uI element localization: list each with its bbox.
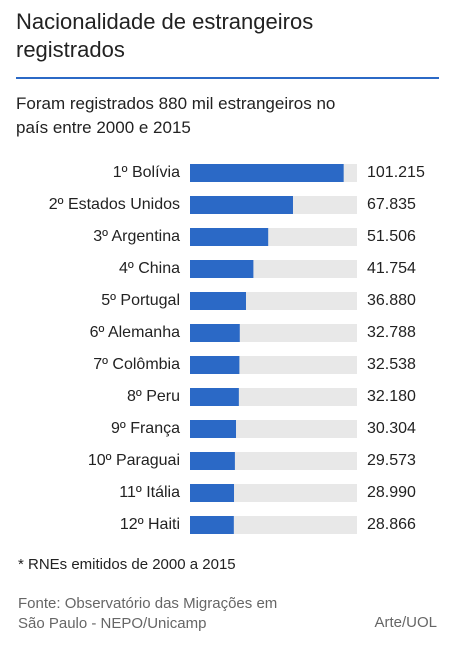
bar: [190, 484, 235, 502]
source: Fonte: Observatório das Migrações em São…: [18, 595, 278, 632]
value-label: 30.304: [367, 420, 416, 437]
bar: [190, 516, 234, 534]
note: * RNEs emitidos de 2000 a 2015: [18, 556, 236, 573]
value-label: 28.990: [367, 484, 416, 501]
category-label: 11º Itália: [119, 484, 180, 501]
bar: [190, 292, 246, 310]
value-label: 32.788: [367, 324, 416, 341]
value-label: 36.880: [367, 292, 416, 309]
chart: 1º Bolívia 101.215 2º Estados Unidos 67.835…: [49, 164, 425, 534]
bar: [190, 388, 239, 406]
bar: [190, 452, 235, 470]
category-label: 8º Peru: [127, 388, 180, 405]
bar: [190, 196, 293, 214]
subtitle: Foram registrados 880 mil estrangeiros n…: [16, 94, 336, 137]
title-rule: [16, 77, 439, 79]
category-label: 3º Argentina: [93, 228, 180, 245]
bar: [190, 260, 254, 278]
category-label: 12º Haiti: [120, 516, 180, 533]
category-label: 6º Alemanha: [90, 324, 180, 341]
value-label: 51.506: [367, 228, 416, 245]
value-label: 32.538: [367, 356, 416, 373]
value-label: 32.180: [367, 388, 416, 405]
chart-title: Nacionalidade de estrangeiros registrado…: [16, 9, 314, 62]
value-label: 29.573: [367, 452, 416, 469]
value-label: 28.866: [367, 516, 416, 533]
value-label: 67.835: [367, 196, 416, 213]
category-label: 7º Colômbia: [93, 356, 180, 373]
credit: Arte/UOL: [374, 614, 437, 631]
value-label: 101.215: [367, 164, 425, 181]
value-label: 41.754: [367, 260, 416, 277]
bar: [190, 356, 240, 374]
category-label: 10º Paraguai: [88, 452, 180, 469]
bar: [190, 324, 240, 342]
category-label: 5º Portugal: [101, 292, 180, 309]
bar: [190, 420, 237, 438]
category-label: 2º Estados Unidos: [49, 196, 180, 213]
category-label: 9º França: [111, 420, 180, 437]
category-label: 1º Bolívia: [113, 164, 180, 181]
category-label: 4º China: [119, 260, 180, 277]
bar: [190, 164, 344, 182]
bar: [190, 228, 269, 246]
